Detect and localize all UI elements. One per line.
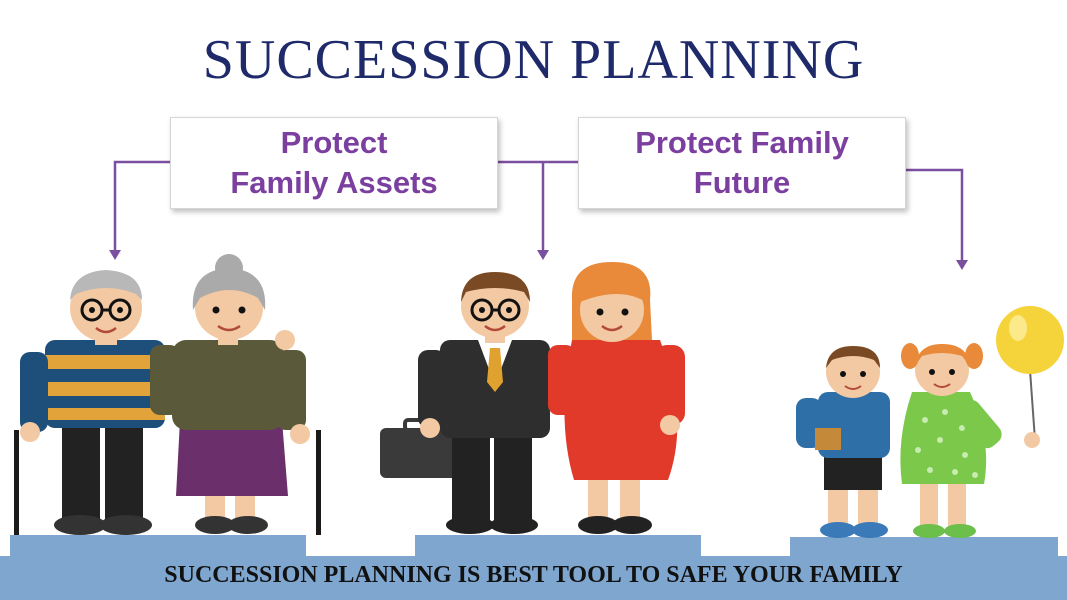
platform-middle [415,535,701,557]
arrow-down-icon [537,250,549,260]
protect-family-future-box: Protect Family Future [578,117,906,209]
platform-right [790,537,1058,557]
footer-banner [0,556,1067,600]
arrow-down-icon [956,260,968,270]
box-left-line1: Protect [280,125,388,160]
children [796,306,1064,538]
arrow-down-icon [109,250,121,260]
box-right-line1: Protect Family [635,125,849,160]
box-right-line2: Future [693,165,791,200]
parents-couple [380,262,685,534]
connector-lines [113,160,964,262]
elderly-couple [14,254,321,535]
page-title: SUCCESSION PLANNING [202,29,865,91]
protect-family-assets-box: Protect Family Assets [170,117,498,209]
footer-text: SUCCESSION PLANNING IS BEST TOOL TO SAFE… [164,562,903,588]
platform-left [10,535,306,557]
balloon [996,306,1064,374]
box-left-line2: Family Assets [230,165,438,200]
